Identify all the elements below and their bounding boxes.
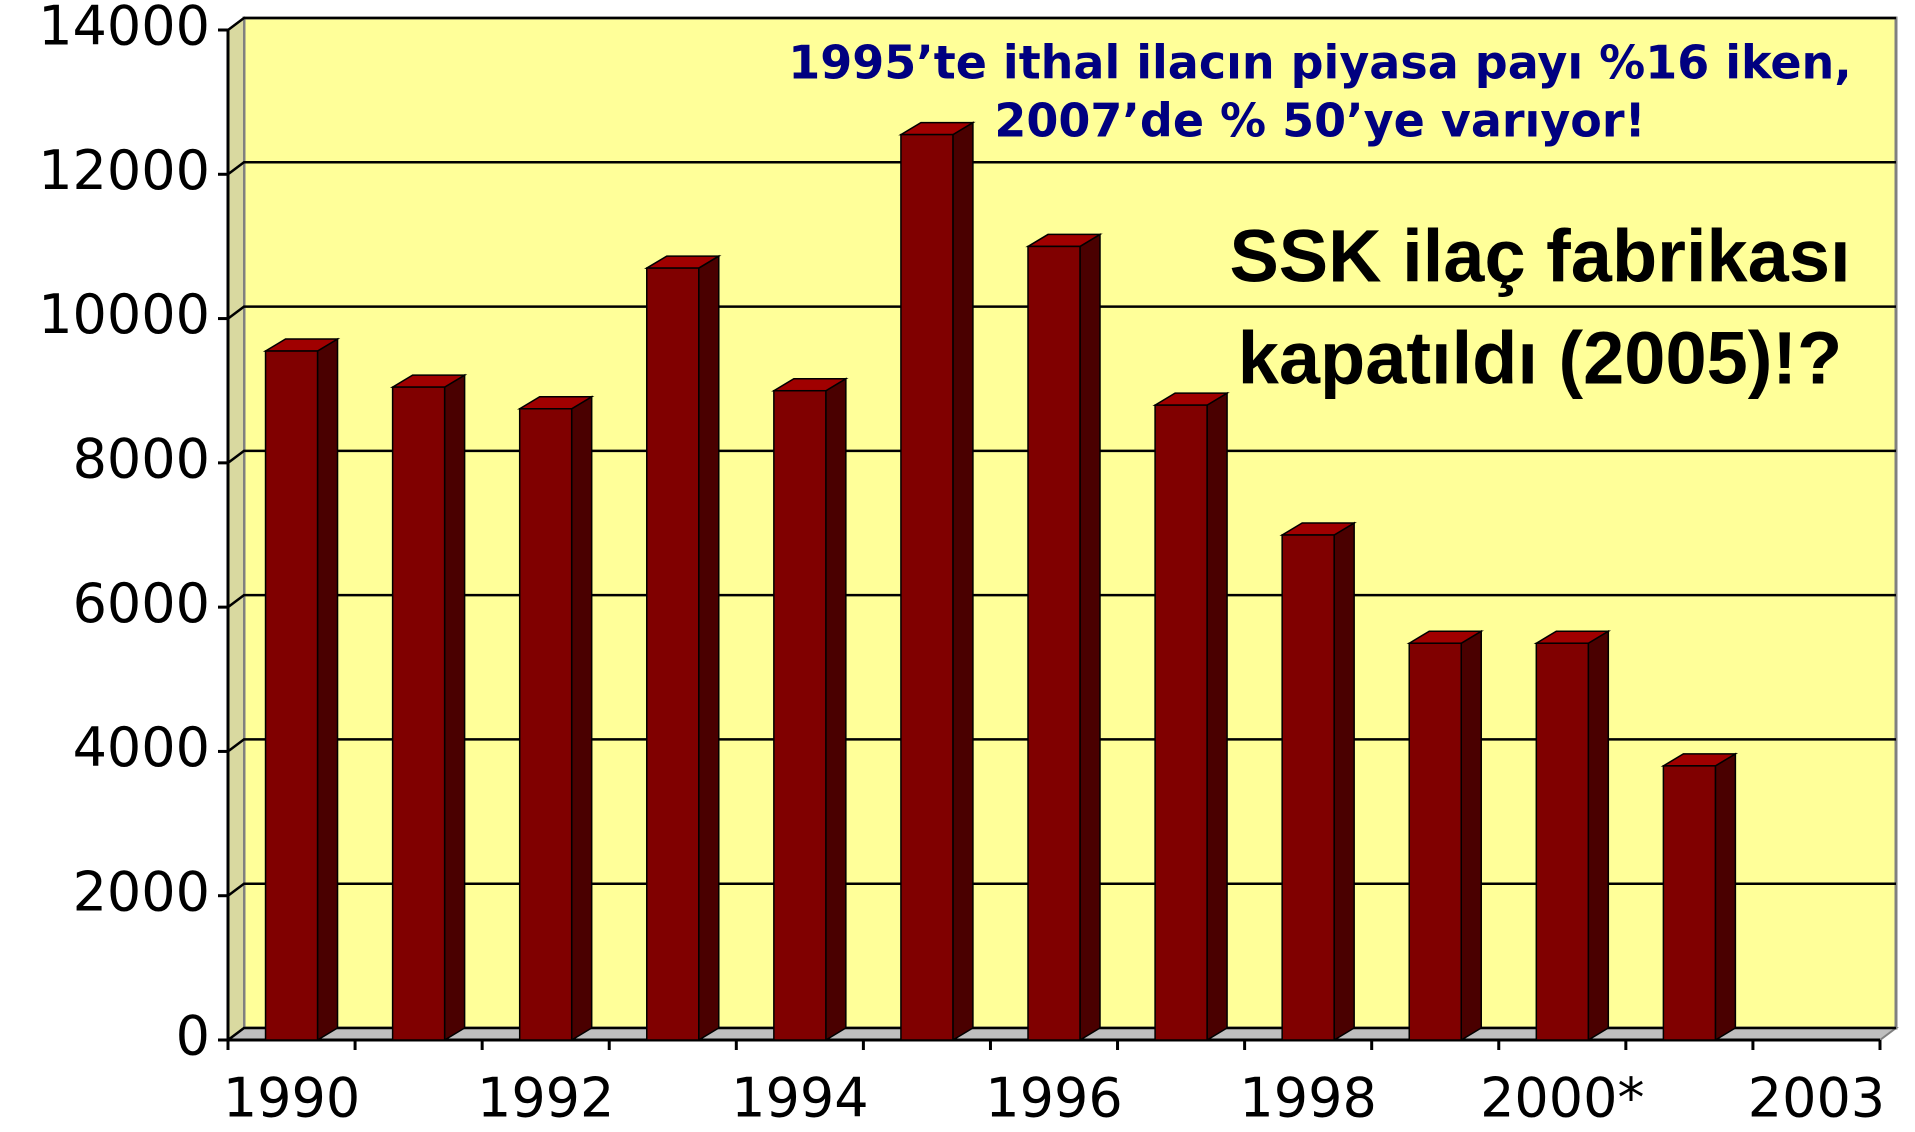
bar-side [443,373,466,1042]
bar [773,389,827,1041]
grid-line [227,305,1896,320]
y-tick-label: 14000 [38,0,210,58]
bar-side [825,377,847,1042]
bar-side [952,121,974,1042]
bar [1408,642,1462,1041]
y-tick-label: 2000 [73,860,210,923]
y-tick-label: 8000 [73,427,210,490]
x-tick-label: 1992 [477,1067,614,1130]
annotation: kapatıldı (2005)!? [1238,317,1843,400]
bar-side [1587,629,1610,1042]
annotation: 2007’de % 50’ye varıyor! [994,94,1645,148]
grid-line [227,16,1896,31]
bar [646,267,700,1041]
bar-side [1079,233,1101,1042]
y-tick-label: 10000 [38,283,210,346]
y-tick-label: 4000 [73,716,210,779]
y-tick-label: 6000 [73,572,210,635]
bar [264,350,319,1041]
annotation: 1995’te ithal ilacın piyasa payı %16 ike… [788,36,1852,90]
bar [1027,245,1081,1041]
bar [1662,765,1717,1041]
bar [518,408,573,1041]
x-tick-label: 2000* [1480,1067,1644,1130]
bar [1281,534,1335,1041]
annotation: SSK ilaç fabrikası [1229,215,1850,298]
x-tick-label: 2003 [1748,1067,1885,1130]
x-tick-label: 1998 [1239,1067,1376,1130]
bar-side [316,337,339,1042]
bar-side [1714,752,1737,1042]
grid-line [227,449,1896,464]
bar [1535,642,1590,1041]
bar-side [570,395,593,1042]
bar [391,386,446,1041]
x-tick-label: 1994 [731,1067,868,1130]
bar-side [698,254,720,1042]
bar-side [1460,629,1482,1042]
bar [1154,404,1208,1041]
x-tick-label: 1996 [985,1067,1122,1130]
bar [900,133,954,1041]
grid-line [227,161,1896,176]
bar-side [1333,521,1355,1042]
y-tick-label: 12000 [38,139,210,202]
x-tick-label: 1990 [223,1067,360,1130]
bar-side [1206,391,1228,1042]
y-tick-label: 0 [176,1005,210,1068]
